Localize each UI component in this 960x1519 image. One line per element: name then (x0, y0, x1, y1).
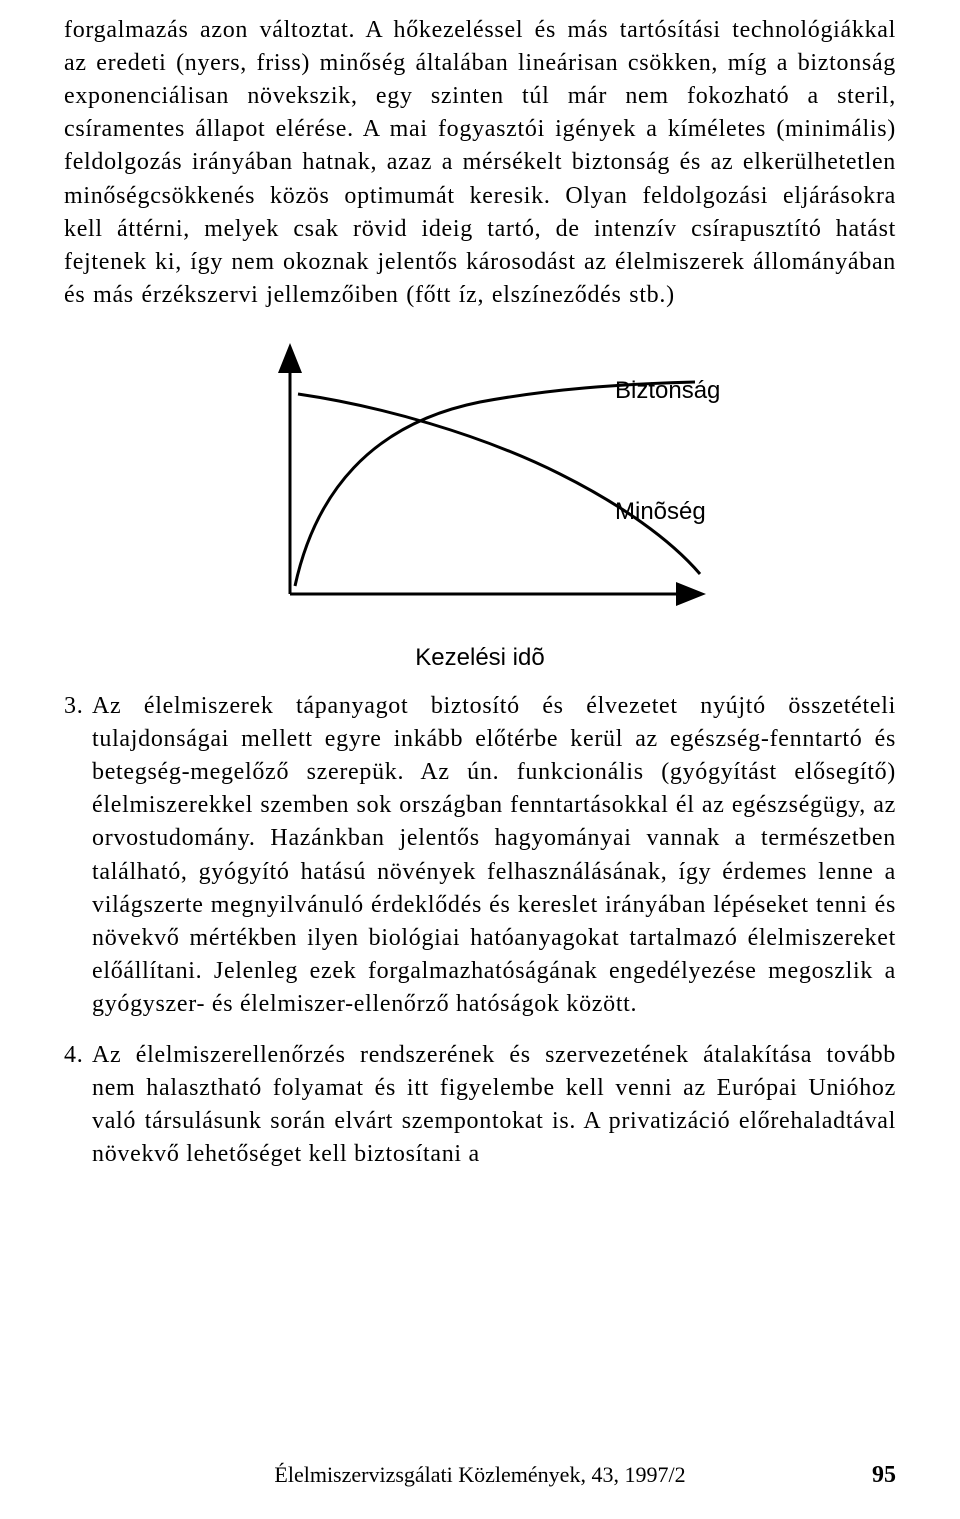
numbered-list: 3. Az élelmiszerek tápanyagot biztosító … (64, 690, 896, 1172)
list-text-3: Az élelmiszerek tápanyagot biztosító és … (92, 693, 896, 1017)
page-container: forgalmazás azon változtat. A hőkezeléss… (0, 0, 960, 1519)
safety-label: Biztonság (615, 377, 720, 404)
paragraph-1: forgalmazás azon változtat. A hőkezeléss… (64, 14, 896, 312)
chart-svg: Biztonság Minõség (220, 334, 740, 624)
chart-container: Biztonság Minõség Kezelési idõ (64, 334, 896, 672)
list-item-4: 4. Az élelmiszerellenőrzés rendszerének … (64, 1039, 896, 1171)
list-item-3: 3. Az élelmiszerek tápanyagot biztosító … (64, 690, 896, 1021)
safety-curve (295, 382, 695, 586)
quality-curve (298, 394, 700, 574)
page-footer: Élelmiszervizsgálati Közlemények, 43, 19… (64, 1462, 896, 1489)
list-text-4: Az élelmiszerellenőrzés rendszerének és … (92, 1042, 896, 1167)
quality-label: Minõség (615, 498, 706, 525)
footer-page-number: 95 (856, 1462, 896, 1489)
list-marker-3: 3. (64, 690, 83, 723)
list-marker-4: 4. (64, 1039, 83, 1072)
footer-journal: Élelmiszervizsgálati Közlemények, 43, 19… (104, 1462, 856, 1488)
x-axis-label: Kezelési idõ (415, 644, 544, 672)
